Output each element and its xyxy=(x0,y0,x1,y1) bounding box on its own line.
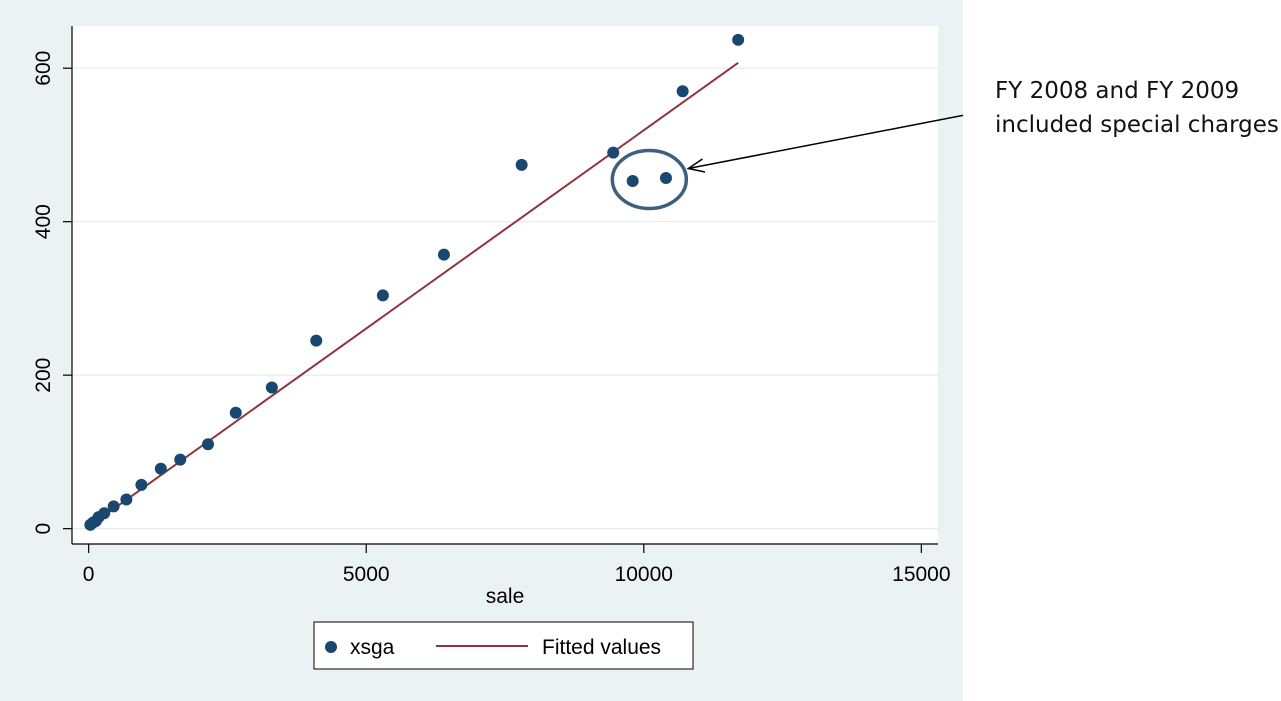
data-point xyxy=(135,478,148,491)
annotation-line-2: included special charges xyxy=(995,112,1279,138)
fitted-line-layer xyxy=(89,62,739,527)
data-point xyxy=(376,289,389,302)
y-tick-label: 0 xyxy=(32,523,55,535)
annotation-arrow-head xyxy=(686,158,706,173)
x-tick-label: 15000 xyxy=(892,563,950,586)
data-point xyxy=(229,406,242,419)
x-ticks: 0 5000 10000 15000 xyxy=(83,544,951,586)
data-point xyxy=(98,507,111,520)
data-point xyxy=(202,438,215,451)
legend-label-fitted: Fitted values xyxy=(542,636,661,659)
data-point xyxy=(107,500,120,513)
x-tick-label: 5000 xyxy=(343,563,390,586)
data-point xyxy=(174,453,187,466)
y-tick-label: 600 xyxy=(32,51,55,86)
y-tick-label: 400 xyxy=(32,204,55,239)
highlight-circle xyxy=(610,148,689,211)
legend: xsga Fitted values xyxy=(313,621,694,670)
data-point xyxy=(515,158,528,171)
data-point xyxy=(732,33,745,46)
plot-area xyxy=(72,26,938,544)
y-tick-label: 200 xyxy=(32,358,55,393)
data-point xyxy=(607,146,620,159)
gridlines xyxy=(72,67,938,530)
annotation-layer xyxy=(610,114,963,211)
scatter-points xyxy=(84,33,745,531)
y-ticks: 0 200 400 600 xyxy=(32,51,72,535)
legend-label-xsga: xsga xyxy=(350,636,395,659)
x-tick-label: 10000 xyxy=(615,563,673,586)
chart-panel: 0 5000 10000 15000 0 200 400 600 sale xsga Fit… xyxy=(0,0,963,701)
annotation-line-1: FY 2008 and FY 2009 xyxy=(995,78,1240,104)
data-point xyxy=(154,462,167,475)
data-point xyxy=(120,493,133,506)
x-axis-label: sale xyxy=(486,585,525,608)
data-point xyxy=(437,248,450,261)
data-point xyxy=(310,334,323,347)
data-point xyxy=(265,381,278,394)
data-point xyxy=(659,171,672,184)
annotation-arrow-shaft xyxy=(688,114,963,170)
legend-marker-xsga xyxy=(325,641,337,653)
data-point xyxy=(626,175,639,188)
data-point xyxy=(676,85,689,98)
annotation-note: FY 2008 and FY 2009 included special cha… xyxy=(995,74,1281,142)
x-tick-label: 0 xyxy=(83,563,95,586)
fitted-line xyxy=(89,62,739,527)
